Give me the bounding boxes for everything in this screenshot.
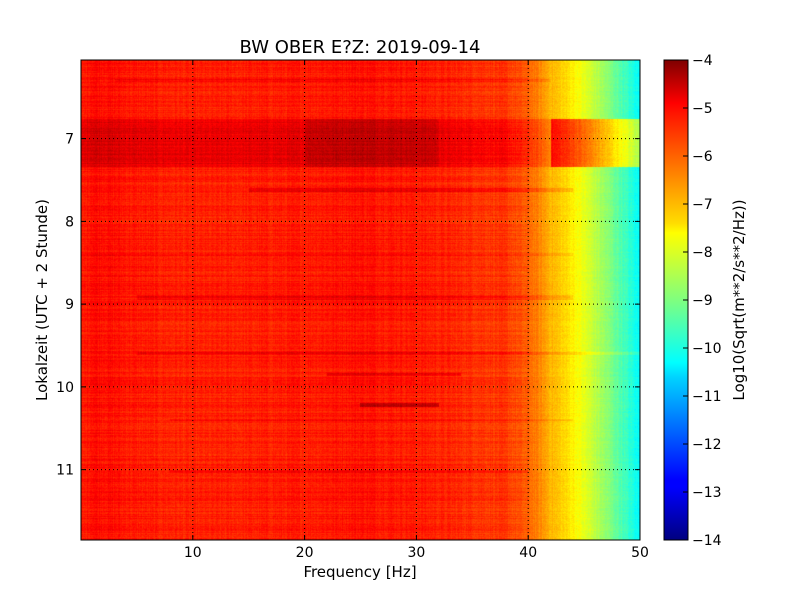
colorbar-tick-label-10: −14 [692, 533, 722, 549]
colorbar: −4 −5 −6 −7 −8 −9 −10 −11 −12 −13 −14 Log10(Sqrt(m… [663, 53, 748, 549]
y-axis-ticks: 7 8 9 10 11 [56, 132, 640, 479]
plot-area: 10 20 30 40 50 7 8 9 10 11 [56, 59, 649, 561]
x-axis-ticks: 10 20 30 40 50 [184, 60, 649, 561]
x-tick-label-0: 10 [184, 545, 202, 561]
colorbar-tick-label-1: −5 [692, 101, 713, 117]
y-tick-label-0: 7 [65, 132, 74, 148]
colorbar-tick-label-5: −9 [692, 293, 713, 309]
x-tick-label-2: 30 [407, 545, 425, 561]
colorbar-tick-label-2: −6 [692, 149, 713, 165]
grid-lines [81, 60, 640, 540]
colorbar-tick-label-7: −11 [692, 389, 722, 405]
colorbar-gradient [663, 59, 689, 541]
colorbar-tick-label-9: −13 [692, 485, 722, 501]
colorbar-ticks: −4 −5 −6 −7 −8 −9 −10 −11 −12 −13 −14 [683, 53, 722, 549]
colorbar-tick-label-6: −10 [692, 341, 722, 357]
colorbar-label: Log10(Sqrt(m**2/s**2/Hz)) [730, 199, 748, 400]
chart-title: BW OBER E?Z: 2019-09-14 [240, 37, 481, 58]
x-axis-label: Frequency [Hz] [303, 563, 416, 581]
x-tick-label-1: 20 [296, 545, 314, 561]
colorbar-tick-label-0: −4 [692, 53, 713, 69]
heatmap-image [81, 60, 640, 540]
colorbar-tick-label-4: −8 [692, 245, 713, 261]
y-axis-label: Lokalzeit (UTC + 2 Stunde) [33, 199, 51, 401]
y-tick-label-4: 11 [56, 463, 74, 479]
colorbar-tick-label-8: −12 [692, 437, 722, 453]
x-tick-label-4: 50 [631, 545, 649, 561]
y-tick-label-2: 9 [65, 297, 74, 313]
colorbar-tick-label-3: −7 [692, 197, 713, 213]
plot-frame [80, 59, 641, 541]
y-tick-label-1: 8 [65, 214, 74, 230]
x-tick-label-3: 40 [519, 545, 537, 561]
y-tick-label-3: 10 [56, 380, 74, 396]
